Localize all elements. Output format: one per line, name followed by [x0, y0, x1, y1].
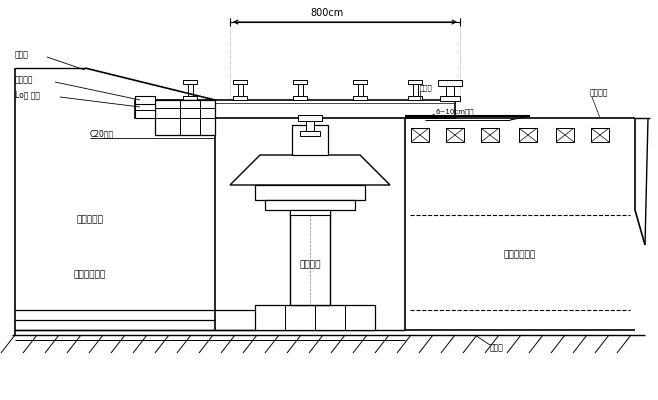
Text: 加宽段石有: 加宽段石有 — [76, 216, 103, 224]
Bar — [255, 185, 365, 200]
Bar — [135, 100, 455, 118]
Bar — [413, 84, 418, 96]
Bar — [408, 80, 422, 84]
Bar — [353, 96, 367, 100]
Text: 工梁头: 工梁头 — [15, 50, 29, 60]
Bar — [188, 84, 193, 96]
Bar — [265, 200, 355, 210]
Bar — [440, 96, 460, 101]
Bar — [293, 96, 307, 100]
Bar — [481, 128, 499, 142]
Bar — [135, 96, 155, 118]
Bar — [300, 131, 320, 136]
Bar — [519, 128, 537, 142]
Bar — [556, 128, 574, 142]
Text: 框架预制位置: 框架预制位置 — [504, 250, 536, 260]
Polygon shape — [230, 155, 390, 185]
Bar — [591, 128, 609, 142]
Text: 800cm: 800cm — [311, 8, 343, 18]
Bar — [446, 86, 454, 96]
Bar — [353, 80, 367, 84]
Text: 旧桥台上墙么: 旧桥台上墙么 — [74, 270, 106, 280]
Bar — [290, 210, 330, 215]
Text: 硬木枕板: 硬木枕板 — [590, 88, 609, 98]
Bar — [293, 80, 307, 84]
Text: Lo工 手梁: Lo工 手梁 — [15, 90, 40, 100]
Text: 二片守调: 二片守调 — [15, 76, 34, 84]
Bar — [238, 84, 243, 96]
Bar — [183, 80, 197, 84]
Bar — [298, 115, 322, 121]
Text: C20混凝: C20混凝 — [90, 130, 114, 138]
Bar — [155, 100, 215, 135]
Bar — [438, 80, 462, 86]
Text: 地基么: 地基么 — [490, 344, 504, 352]
Bar — [183, 96, 197, 100]
Text: 既存桥墩: 既存桥墩 — [299, 260, 320, 270]
Bar — [446, 128, 464, 142]
Bar — [298, 84, 303, 96]
Text: 6~10cm钢板: 6~10cm钢板 — [435, 109, 474, 115]
Bar — [290, 200, 330, 305]
Bar — [233, 80, 247, 84]
Text: 图纸么: 图纸么 — [420, 85, 433, 91]
Bar — [255, 305, 375, 330]
Bar — [306, 121, 314, 131]
Bar — [358, 84, 363, 96]
Bar — [408, 96, 422, 100]
Bar — [292, 125, 328, 155]
Bar — [411, 128, 429, 142]
Bar — [233, 96, 247, 100]
